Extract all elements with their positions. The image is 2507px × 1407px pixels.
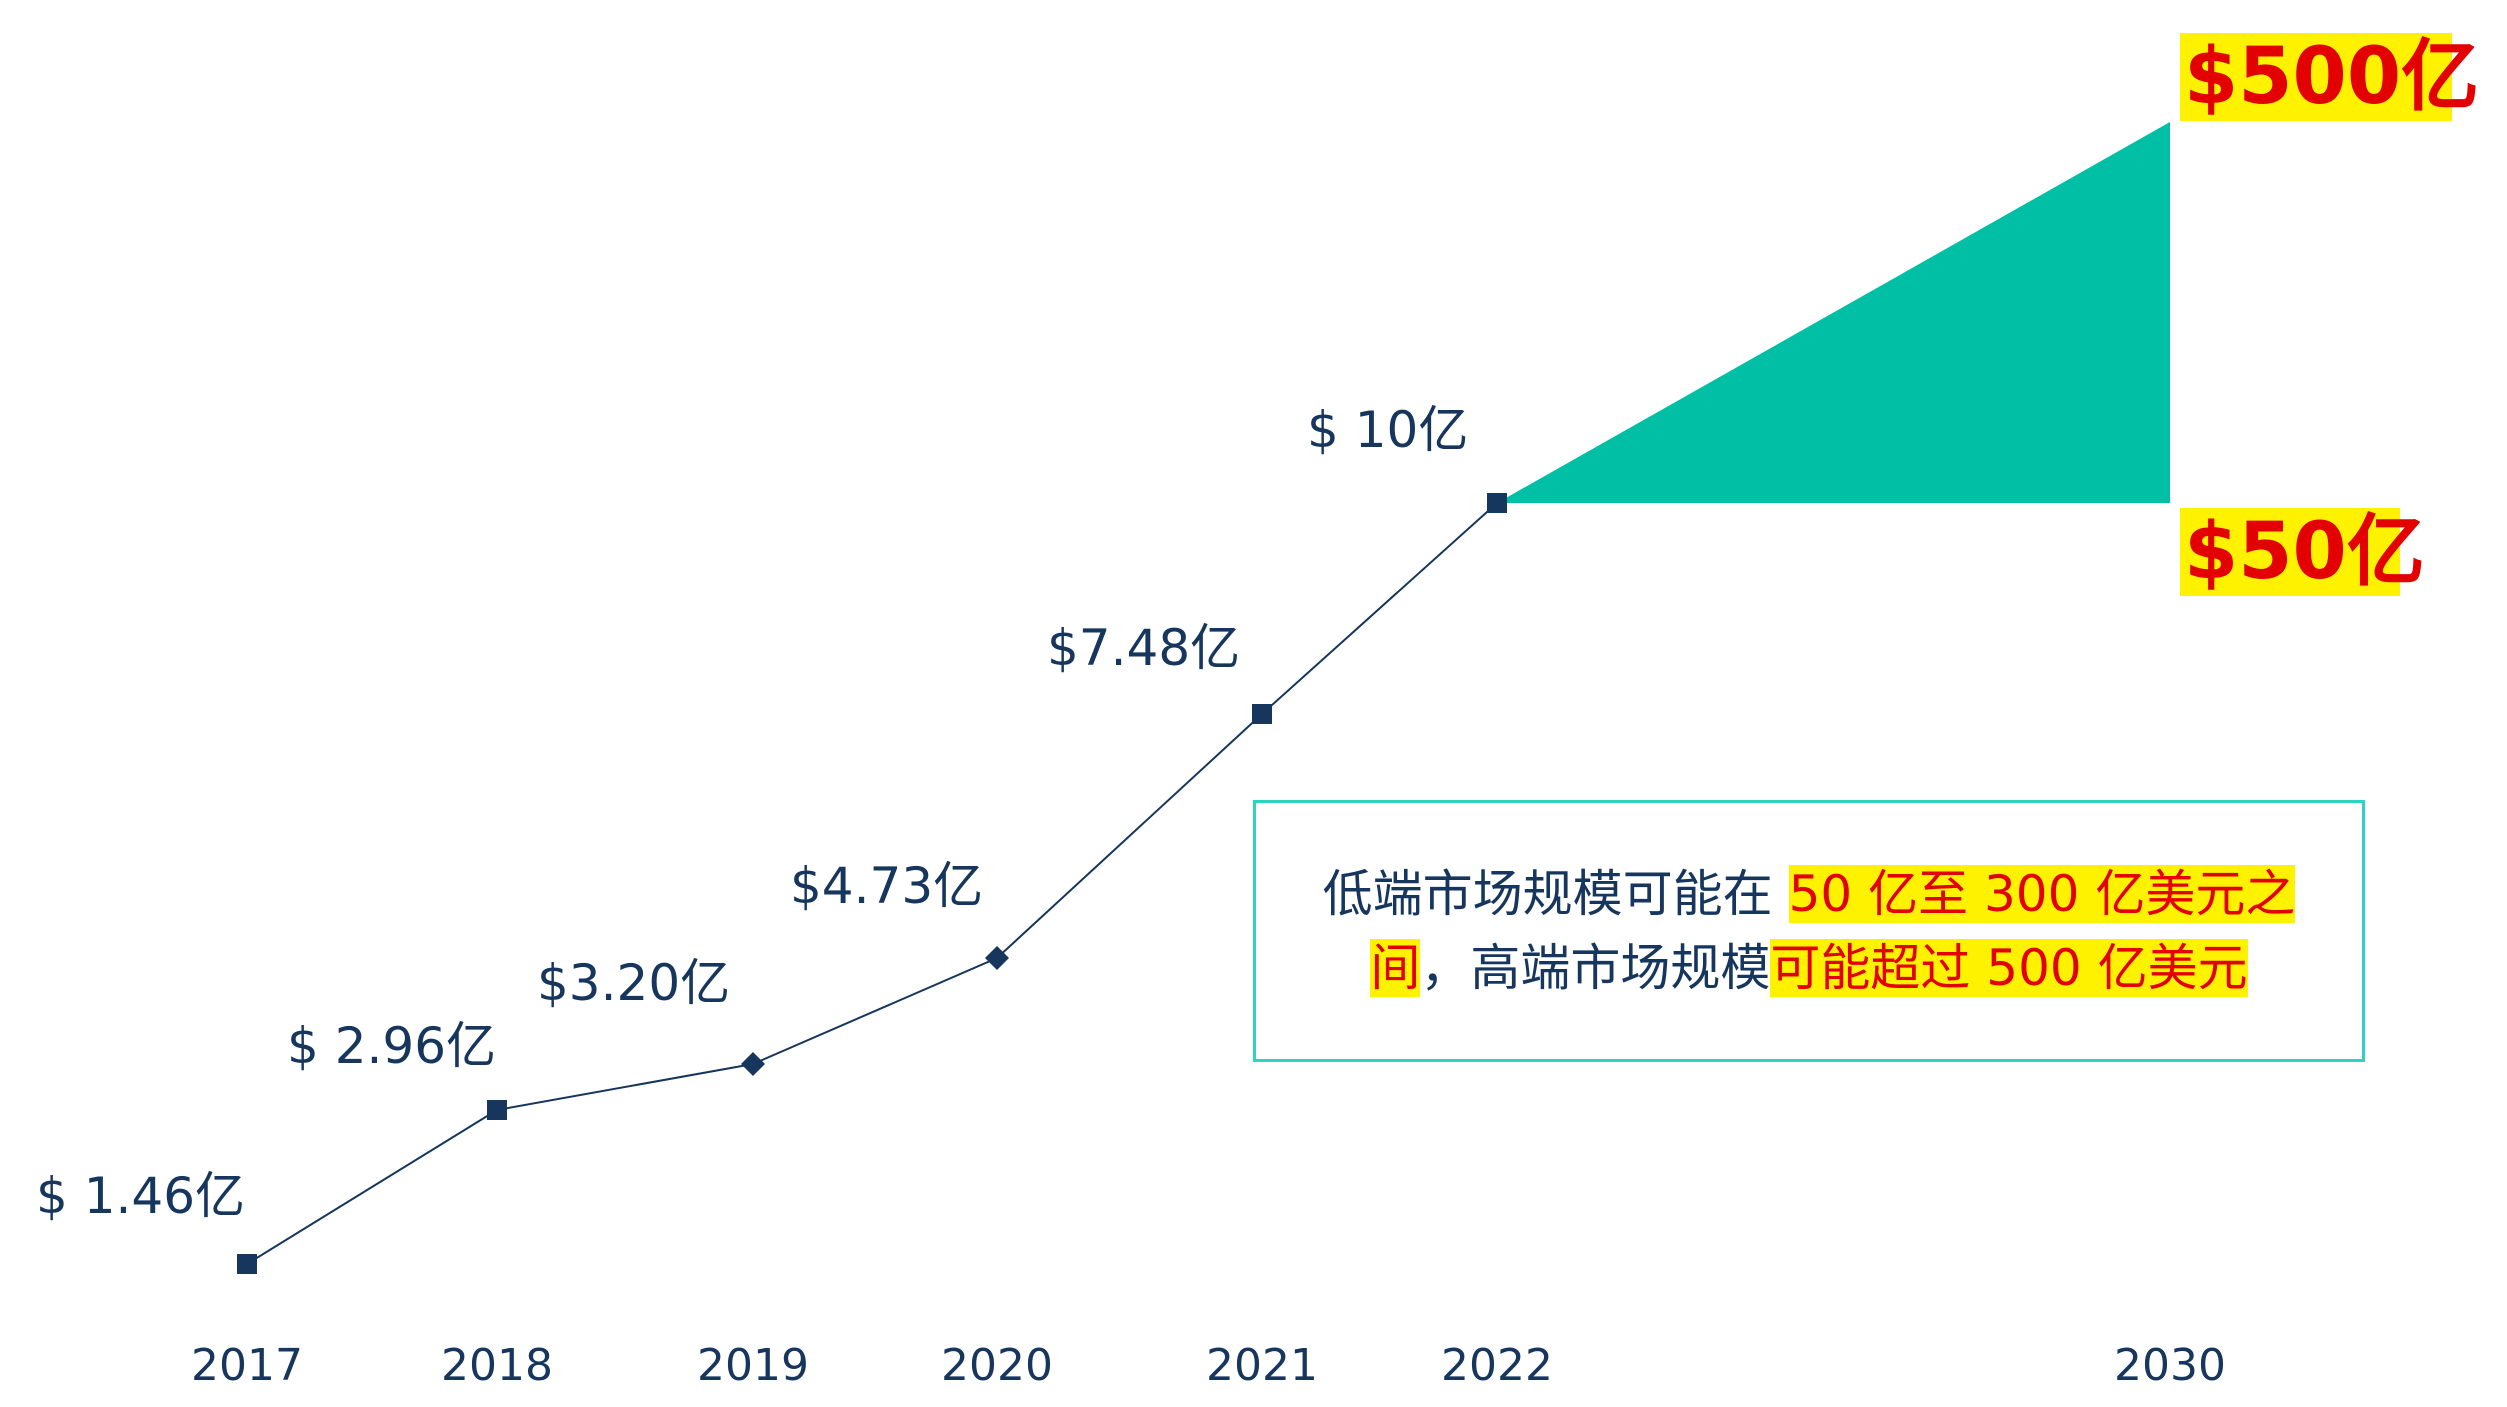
note-line2-highlight-a: 间	[1370, 939, 1421, 997]
note-line2-plain: ，高端市场规模	[1420, 939, 1771, 997]
projection-low-label: $50亿	[2184, 507, 2425, 597]
data-label-2021: $7.48亿	[1047, 619, 1240, 677]
note-line2-highlight-b: 可能超过 500 亿美元	[1770, 939, 2248, 997]
data-point-2017	[237, 1254, 257, 1274]
note-line1-plain: 低端市场规模可能在	[1322, 865, 1789, 923]
projection-wedge-2030	[1497, 122, 2170, 503]
x-tick-label-2030: 2030	[2114, 1340, 2226, 1391]
x-tick-label-2021: 2021	[1206, 1340, 1318, 1391]
data-point-2019	[741, 1052, 765, 1076]
data-point-2022	[1487, 493, 1507, 513]
x-tick-label-2017: 2017	[191, 1340, 303, 1391]
market-note-text: 低端市场规模可能在 50 亿至 300 亿美元之间，高端市场规模可能超过 500…	[1323, 857, 2296, 1005]
data-label-2018: $ 2.96亿	[287, 1017, 496, 1075]
data-label-2022: $ 10亿	[1307, 401, 1468, 459]
note-line1-highlight: 50 亿至 300 亿美元之	[1788, 865, 2296, 923]
x-tick-label-2018: 2018	[441, 1340, 553, 1391]
data-label-2020: $4.73亿	[790, 857, 983, 915]
projection-high-label-highlight	[2180, 33, 2452, 121]
x-tick-label-2020: 2020	[941, 1340, 1053, 1391]
projection-low-label-highlight	[2180, 508, 2400, 596]
x-tick-label-2019: 2019	[697, 1340, 809, 1391]
data-point-2018	[487, 1100, 507, 1120]
x-tick-label-2022: 2022	[1441, 1340, 1553, 1391]
data-label-2019: $3.20亿	[537, 954, 730, 1012]
market-note-box: 低端市场规模可能在 50 亿至 300 亿美元之间，高端市场规模可能超过 500…	[1253, 800, 2365, 1062]
data-point-2020	[985, 946, 1009, 970]
data-label-2017: $ 1.46亿	[36, 1167, 245, 1225]
series-line	[246, 502, 1498, 1265]
data-point-2021	[1252, 704, 1272, 724]
projection-high-label: $500亿	[2184, 32, 2479, 122]
